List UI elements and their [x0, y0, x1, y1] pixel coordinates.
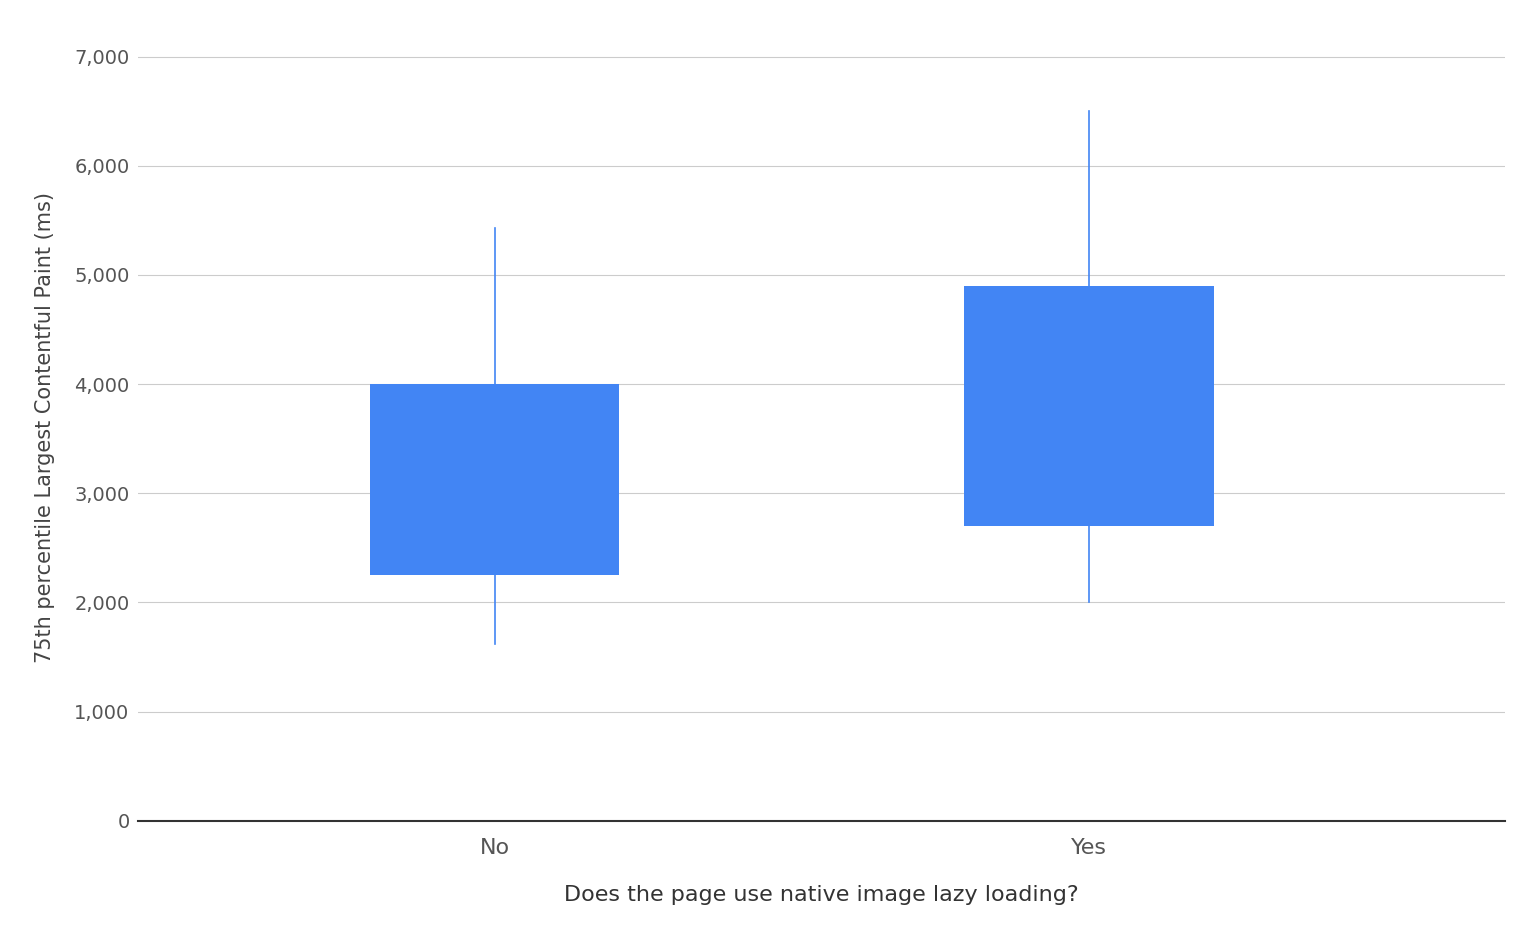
Y-axis label: 75th percentile Largest Contentful Paint (ms): 75th percentile Largest Contentful Paint…: [35, 193, 55, 664]
Bar: [964, 286, 1214, 526]
Bar: [370, 384, 619, 575]
X-axis label: Does the page use native image lazy loading?: Does the page use native image lazy load…: [564, 885, 1080, 905]
